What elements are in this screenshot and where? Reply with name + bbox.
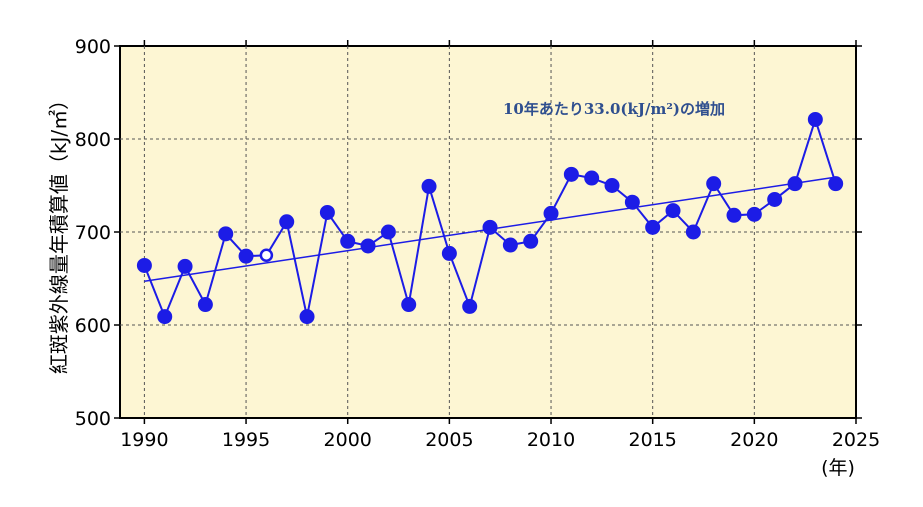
x-tick-label: 2020 [730, 429, 778, 451]
data-point [279, 214, 295, 230]
y-tick-label: 700 [75, 222, 111, 244]
data-point [767, 191, 783, 207]
data-point [441, 245, 457, 261]
data-point [319, 204, 335, 220]
data-point [523, 233, 539, 249]
data-series-group [136, 111, 844, 325]
x-tick-label: 2010 [527, 429, 575, 451]
x-tick-label: 1990 [120, 429, 168, 451]
data-point [462, 298, 478, 314]
x-tick-label: 1995 [222, 429, 270, 451]
data-point [380, 224, 396, 240]
data-point [543, 205, 559, 221]
y-tick-label: 600 [75, 315, 111, 337]
y-axis-ticks: 500 600 700 800 900 [75, 36, 862, 430]
data-point [482, 219, 498, 235]
x-tick-label: 2005 [425, 429, 473, 451]
data-point [340, 233, 356, 249]
data-point [645, 219, 661, 235]
x-tick-label: 2015 [629, 429, 677, 451]
y-tick-label: 900 [75, 36, 111, 58]
data-point [807, 111, 823, 127]
data-point [401, 297, 417, 313]
data-point [563, 166, 579, 182]
y-tick-label: 500 [75, 408, 111, 430]
x-tick-label: 2000 [324, 429, 372, 451]
x-tick-label: 2025 [832, 429, 880, 451]
data-point [726, 207, 742, 223]
data-point [136, 257, 152, 273]
data-point [238, 248, 254, 264]
data-point [665, 203, 681, 219]
trend-annotation: 10年あたり33.0(kJ/m²)の増加 [503, 100, 725, 118]
data-point [604, 178, 620, 193]
data-point [685, 224, 701, 240]
data-point [421, 178, 437, 194]
data-point [502, 237, 518, 253]
data-point [787, 176, 803, 192]
data-point [584, 170, 600, 186]
data-point [197, 297, 213, 313]
y-tick-label: 800 [75, 129, 111, 151]
data-point [218, 226, 234, 242]
data-point-open [259, 248, 274, 262]
data-point [828, 176, 844, 192]
x-axis-unit: (年) [821, 457, 855, 479]
data-point [706, 176, 722, 192]
y-axis-label: 紅斑紫外線量年積算値（kJ/㎡） [47, 90, 71, 374]
x-axis-ticks: 1990 1995 2000 2005 2010 2015 2020 2025 [120, 40, 880, 451]
data-point [746, 206, 762, 222]
data-point [624, 194, 640, 210]
data-point [360, 238, 376, 254]
data-point [177, 258, 193, 274]
data-point [299, 309, 315, 325]
data-point [157, 309, 173, 325]
